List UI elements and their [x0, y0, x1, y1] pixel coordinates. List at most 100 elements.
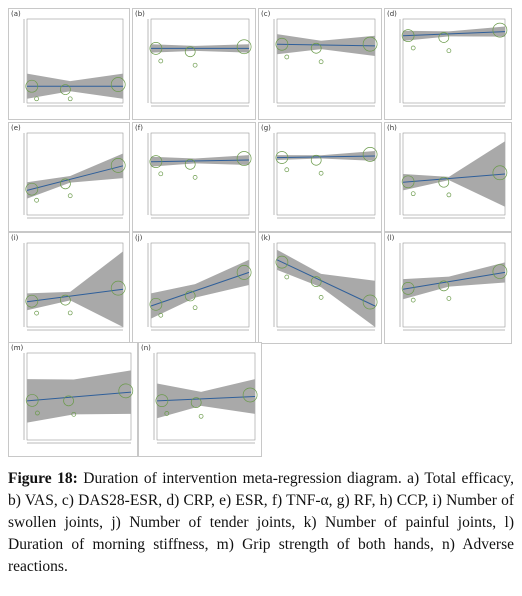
panel-label: (a) — [11, 10, 21, 18]
panel-plot — [23, 352, 134, 444]
panel-plot — [23, 18, 126, 107]
panel-label: (n) — [141, 344, 151, 352]
study-marker — [318, 295, 324, 300]
study-marker — [149, 297, 163, 311]
regression-line — [156, 396, 256, 402]
regression-panel: (l) — [384, 232, 512, 344]
study-marker — [149, 155, 163, 168]
study-marker — [438, 176, 450, 188]
study-marker — [25, 182, 39, 196]
regression-line — [276, 43, 376, 47]
regression-line — [26, 288, 124, 303]
panel-label: (g) — [261, 124, 271, 132]
study-marker — [184, 158, 196, 170]
panel-plot — [153, 352, 258, 444]
study-marker — [60, 84, 71, 95]
panel-label: (l) — [387, 234, 395, 242]
study-marker — [192, 175, 198, 180]
panel-plot — [273, 242, 378, 331]
regression-panel: (h) — [384, 122, 512, 232]
study-marker — [60, 178, 71, 190]
study-marker — [190, 397, 202, 408]
study-marker — [184, 290, 196, 302]
plot-frame — [26, 18, 124, 104]
study-marker — [310, 154, 322, 166]
regression-line — [150, 159, 250, 163]
study-marker — [310, 42, 322, 54]
study-marker — [158, 171, 164, 177]
study-marker — [158, 58, 164, 64]
regression-line — [26, 165, 124, 191]
study-marker — [110, 158, 126, 173]
study-marker — [164, 411, 170, 416]
study-marker — [110, 280, 126, 296]
panel-label: (m) — [11, 344, 24, 352]
study-marker — [492, 165, 508, 181]
study-marker — [410, 45, 416, 51]
panel-plot — [23, 242, 126, 331]
plot-frame — [150, 132, 250, 216]
study-marker — [67, 96, 73, 102]
panel-label: (f) — [135, 124, 143, 132]
study-marker — [401, 282, 415, 295]
panel-label: (b) — [135, 10, 145, 18]
study-marker — [192, 305, 198, 311]
panel-label: (c) — [261, 10, 271, 18]
study-marker — [275, 255, 289, 269]
study-marker — [118, 383, 134, 399]
panel-label: (k) — [261, 234, 271, 242]
study-marker — [25, 294, 39, 308]
study-marker — [362, 147, 378, 162]
confidence-band — [277, 151, 375, 161]
plot-frame — [276, 132, 376, 216]
study-marker — [155, 394, 169, 407]
study-marker — [236, 39, 252, 55]
study-marker — [318, 59, 324, 65]
study-marker — [318, 170, 324, 176]
regression-line — [402, 173, 506, 183]
regression-panel: (n) — [138, 342, 262, 457]
study-marker — [63, 395, 74, 407]
regression-panel: (m) — [8, 342, 138, 457]
confidence-band — [277, 249, 375, 327]
study-marker — [35, 410, 40, 416]
study-marker — [410, 297, 416, 303]
study-marker — [25, 394, 39, 407]
figure-caption: Figure 18: Duration of intervention meta… — [8, 468, 514, 578]
caption-label: Figure 18: — [8, 470, 78, 487]
study-marker — [446, 192, 452, 198]
regression-panel: (i) — [8, 232, 130, 344]
caption-text: Duration of intervention meta-regression… — [8, 470, 514, 575]
study-marker — [149, 42, 163, 55]
study-marker — [184, 46, 196, 58]
confidence-band — [403, 141, 505, 207]
study-marker — [192, 62, 198, 68]
study-marker — [25, 79, 39, 93]
study-marker — [275, 37, 289, 51]
study-marker — [310, 276, 322, 287]
study-marker — [34, 310, 39, 316]
regression-panel: (f) — [132, 122, 256, 232]
regression-panel: (d) — [384, 8, 512, 120]
plot-frame — [402, 18, 506, 104]
study-marker — [492, 264, 508, 279]
study-marker — [362, 294, 378, 310]
study-marker — [362, 36, 378, 52]
confidence-band — [27, 153, 123, 199]
study-marker — [242, 387, 258, 403]
study-marker — [198, 413, 204, 419]
study-marker — [236, 265, 252, 280]
panel-label: (h) — [387, 124, 397, 132]
study-marker — [284, 167, 290, 173]
regression-line — [402, 31, 506, 37]
panel-plot — [399, 242, 508, 331]
panel-plot — [147, 242, 252, 331]
panel-plot — [399, 18, 508, 107]
panel-plot — [273, 132, 378, 219]
panel-plot — [23, 132, 126, 219]
confidence-band — [27, 251, 123, 327]
plot-frame — [276, 18, 376, 104]
study-marker — [71, 411, 77, 417]
study-marker — [236, 151, 252, 166]
